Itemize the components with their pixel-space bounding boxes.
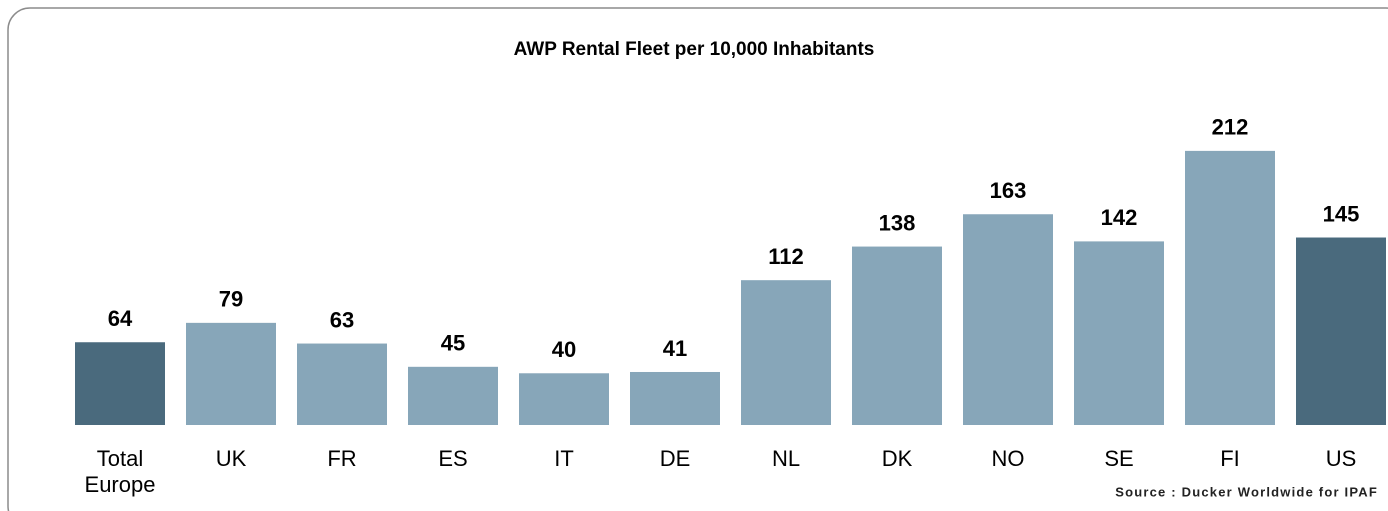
x-tick-label: FR [327, 446, 357, 471]
data-label: 40 [552, 337, 576, 362]
data-label: 79 [219, 287, 243, 312]
data-label: 41 [663, 336, 687, 361]
chart-title: AWP Rental Fleet per 10,000 Inhabitants [514, 39, 875, 60]
bar [75, 342, 165, 425]
bar [519, 373, 609, 425]
data-label: 212 [1212, 115, 1249, 140]
data-label: 45 [441, 331, 465, 356]
bar [408, 366, 498, 425]
frame [7, 7, 1388, 511]
bar [741, 280, 831, 425]
bar [297, 343, 387, 425]
data-label: 145 [1323, 201, 1360, 226]
x-tick-label: Total Europe [84, 446, 156, 497]
source-note: Source : Ducker Worldwide for IPAF [1115, 484, 1378, 499]
x-tick-label: NO [991, 446, 1025, 471]
x-tick-label: FI [1220, 446, 1240, 471]
bar [1185, 150, 1275, 425]
x-tick-label: IT [554, 446, 574, 471]
data-label: 64 [108, 306, 133, 331]
bar [186, 322, 276, 425]
x-tick-label: UK [215, 446, 247, 471]
data-label: 138 [879, 210, 916, 235]
x-tick-label: DK [881, 446, 913, 471]
x-tick-label: DE [659, 446, 691, 471]
bar [1296, 237, 1386, 425]
bar [852, 246, 942, 425]
x-tick-label: NL [771, 446, 801, 471]
bar [963, 214, 1053, 425]
bar [1074, 241, 1164, 425]
bar [630, 371, 720, 425]
x-tick-label: SE [1104, 446, 1134, 471]
data-label: 163 [990, 178, 1027, 203]
data-label: 142 [1101, 205, 1138, 230]
x-tick-label: ES [438, 446, 468, 471]
data-label: 112 [768, 244, 804, 269]
data-label: 63 [330, 307, 354, 332]
x-tick-label: US [1325, 446, 1357, 471]
